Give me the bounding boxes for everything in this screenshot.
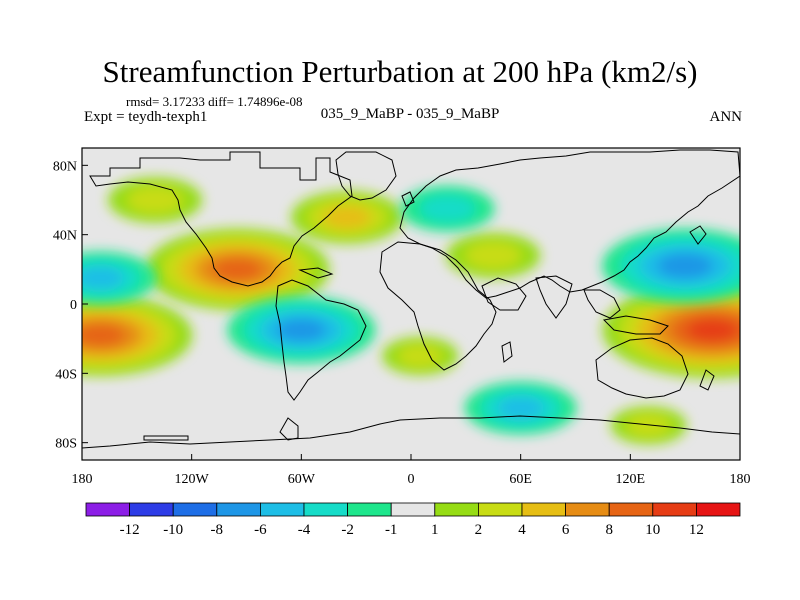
colorbar-label: -1 [385, 522, 398, 538]
x-tick-label: 120W [175, 472, 210, 487]
colorbar-label: 1 [431, 522, 439, 538]
colorbar-label: -4 [298, 522, 311, 538]
colorbar-swatch-10 [521, 502, 566, 517]
colorbar-label: 6 [562, 522, 570, 538]
coastline-madagascar [501, 341, 513, 363]
coastline-india [535, 275, 573, 319]
anomaly-0 [145, 228, 330, 311]
colorbar: -12 -10 -8 -6 -4 -2 -1 1 2 4 6 8 10 12 [85, 502, 741, 538]
anomaly-1 [82, 294, 193, 376]
colorbar-swatch-2 [172, 502, 218, 517]
colorbar-label: -2 [341, 522, 354, 538]
colorbar-swatch-7 [390, 502, 436, 517]
anomaly-7-level [496, 396, 545, 420]
colorbar-label: 10 [645, 522, 660, 538]
colorbar-swatch-1 [129, 502, 174, 517]
x-axis: 180 120W 60W 0 60E 120E 180 [72, 454, 751, 487]
anomaly-8 [400, 185, 495, 232]
coastline-indonesia [602, 315, 669, 335]
x-tick-label: 0 [408, 472, 415, 487]
coastline-caribbean [298, 267, 334, 279]
colorbar-swatch-0 [85, 502, 130, 517]
chart-title: Streamfunction Perturbation at 200 hPa (… [102, 54, 698, 89]
y-tick-label: 80S [55, 437, 77, 452]
anomaly-4 [446, 232, 541, 279]
coastline-layer [82, 149, 740, 449]
center-subtitle: 035_9_MaBP - 035_9_MaBP [320, 106, 500, 122]
y-axis: 80N 40N 0 40S 80S [53, 159, 88, 452]
coastline-africa [379, 241, 497, 371]
colorbar-swatch-5 [303, 502, 348, 517]
colorbar-label: 4 [518, 522, 526, 538]
coastline-japan [689, 225, 707, 245]
colorbar-label: -6 [254, 522, 267, 538]
colorbar-label: -10 [163, 522, 183, 538]
anomaly-3 [291, 190, 404, 244]
coastline-australia [595, 337, 689, 399]
x-tick-label: 60W [288, 472, 316, 487]
colorbar-swatch-14 [696, 502, 741, 517]
y-tick-label: 80N [53, 159, 77, 174]
colorbar-swatch-8 [434, 502, 479, 517]
coastline-south-georgia [143, 435, 189, 441]
colorbar-swatch-11 [565, 502, 610, 517]
colorbar-label: -8 [211, 522, 224, 538]
colorbar-swatch-9 [477, 502, 523, 517]
y-tick-label: 40S [55, 367, 77, 382]
coastline-south-america [275, 279, 367, 401]
anomaly-9 [82, 251, 157, 305]
stats-text: rmsd= 3.17233 diff= 1.74896e-08 [126, 94, 303, 109]
x-tick-label: 180 [730, 472, 751, 487]
y-tick-label: 40N [53, 229, 77, 244]
anomaly-5 [602, 228, 740, 304]
coastline-antarctic-peninsula [279, 417, 299, 441]
coastline-antarctica [82, 415, 740, 449]
anomaly-11 [108, 177, 203, 223]
coastline-southeast-asia [583, 289, 621, 319]
x-tick-label: 60E [509, 472, 532, 487]
coastline-greenland [335, 151, 397, 201]
y-tick-label: 0 [70, 298, 77, 313]
colorbar-swatch-13 [652, 502, 697, 517]
coastline-north-america [89, 151, 353, 287]
coastline-new-zealand [699, 369, 715, 391]
anomaly-1-level [82, 324, 126, 347]
x-tick-label: 180 [72, 472, 93, 487]
anomaly-12-level [397, 344, 443, 368]
coastline-arabia [481, 277, 527, 311]
anomaly-0-level [212, 258, 263, 281]
anomaly-6-level [276, 318, 327, 342]
colorbar-label: 2 [475, 522, 483, 538]
anomaly-2-level [687, 318, 738, 342]
x-tick-label: 120E [616, 472, 646, 487]
anomaly-3-level [323, 206, 372, 229]
anomaly-6 [227, 296, 376, 364]
anomaly-5-level [657, 253, 713, 279]
colorbar-swatch-12 [608, 502, 654, 517]
anomaly-11-level [126, 186, 184, 214]
colorbar-swatch-3 [216, 502, 261, 517]
anomaly-7 [464, 381, 577, 435]
anomaly-8-level [419, 194, 476, 223]
anomaly-9-level [82, 266, 125, 290]
colorbar-label: 8 [605, 522, 613, 538]
colorbar-label: 12 [689, 522, 704, 538]
anomaly-4-level [465, 241, 522, 270]
colorbar-swatch-6 [347, 502, 392, 517]
coastline-uk [401, 191, 415, 207]
right-subtitle: ANN [709, 109, 743, 125]
left-subtitle: Expt = teydh-texph1 [84, 109, 208, 125]
colorbar-swatch-4 [259, 502, 305, 517]
anomaly-12 [382, 336, 459, 376]
anomaly-2 [602, 282, 740, 378]
colorbar-label: -12 [120, 522, 140, 538]
